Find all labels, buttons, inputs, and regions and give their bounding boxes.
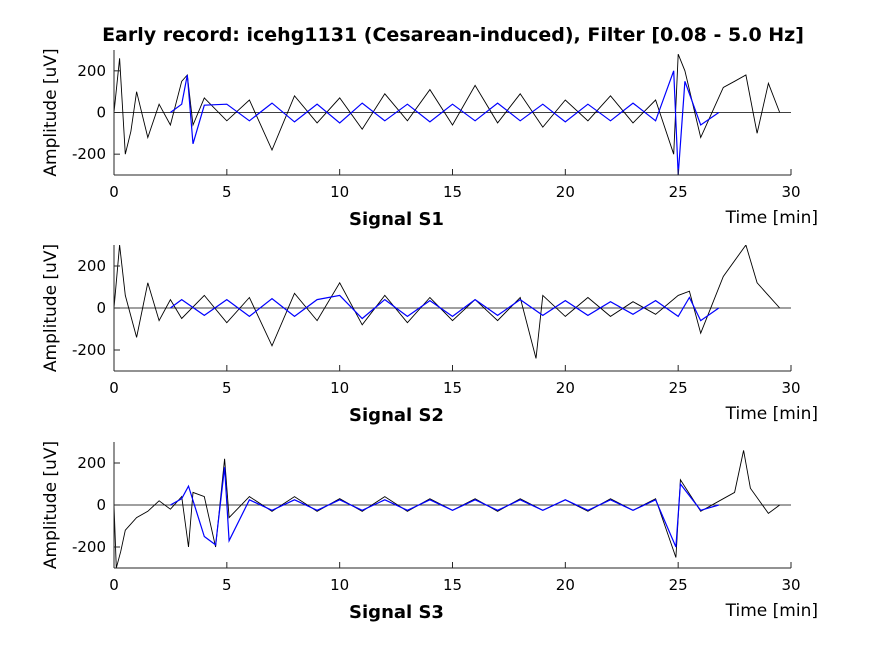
figure-title: Early record: icehg1131 (Cesarean-induce… [102, 24, 804, 46]
y-axis-label: Amplitude [uV] [41, 48, 61, 176]
x-tick-label: 30 [781, 183, 800, 201]
x-tick-label: 0 [109, 379, 119, 397]
x-tick-label: 20 [556, 576, 575, 594]
y-tick-label: -200 [72, 145, 106, 163]
subplot-1: 0 5 10 15 20 25 30 -200 0 200 Amplitude [uV] Time [… [41, 48, 818, 230]
x-axis-label: Time [min] [725, 208, 818, 228]
x-tick-label: 5 [222, 576, 232, 594]
x-tick-label: 5 [222, 379, 232, 397]
series-line-2 [170, 467, 719, 548]
subplot-label: Signal S1 [349, 209, 444, 230]
series-line-1 [114, 245, 781, 359]
subplot-label: Signal S3 [349, 602, 444, 623]
subplot-label: Signal S2 [349, 405, 444, 426]
y-tick-label: 200 [77, 454, 106, 472]
y-axis-label: Amplitude [uV] [41, 244, 61, 372]
x-tick-label: 25 [669, 379, 688, 397]
x-tick-label: 30 [781, 576, 800, 594]
x-tick-label: 15 [443, 183, 462, 201]
y-tick-label: -200 [72, 538, 106, 556]
x-tick-label: 0 [109, 576, 119, 594]
subplot-3: 0 5 10 15 20 25 30 -200 0 200 Amplitude [uV] Time [… [41, 441, 818, 623]
x-tick-label: 0 [109, 183, 119, 201]
y-tick-label: 200 [77, 62, 106, 80]
x-tick-label: 10 [330, 576, 349, 594]
y-axis-label: Amplitude [uV] [41, 441, 61, 569]
y-tick-label: -200 [72, 341, 106, 359]
y-tick-label: 200 [77, 257, 106, 275]
x-axis-label: Time [min] [725, 601, 818, 621]
series-line-2 [170, 294, 720, 322]
x-tick-label: 15 [443, 379, 462, 397]
series-line-1 [114, 54, 781, 155]
y-tick-label: 0 [96, 496, 106, 514]
x-tick-label: 10 [330, 379, 349, 397]
subplot-2: 0 5 10 15 20 25 30 -200 0 200 Amplitude [uV] Time [… [41, 244, 818, 426]
x-tick-label: 20 [556, 379, 575, 397]
x-tick-label: 5 [222, 183, 232, 201]
x-tick-label: 15 [443, 576, 462, 594]
x-tick-label: 10 [330, 183, 349, 201]
x-tick-label: 30 [781, 379, 800, 397]
x-tick-label: 20 [556, 183, 575, 201]
y-tick-label: 0 [96, 104, 106, 122]
y-tick-label: 0 [96, 299, 106, 317]
series-line-2 [170, 70, 720, 175]
x-tick-label: 25 [669, 183, 688, 201]
x-axis-label: Time [min] [725, 404, 818, 424]
series-line-1 [114, 450, 780, 568]
x-tick-label: 25 [669, 576, 688, 594]
